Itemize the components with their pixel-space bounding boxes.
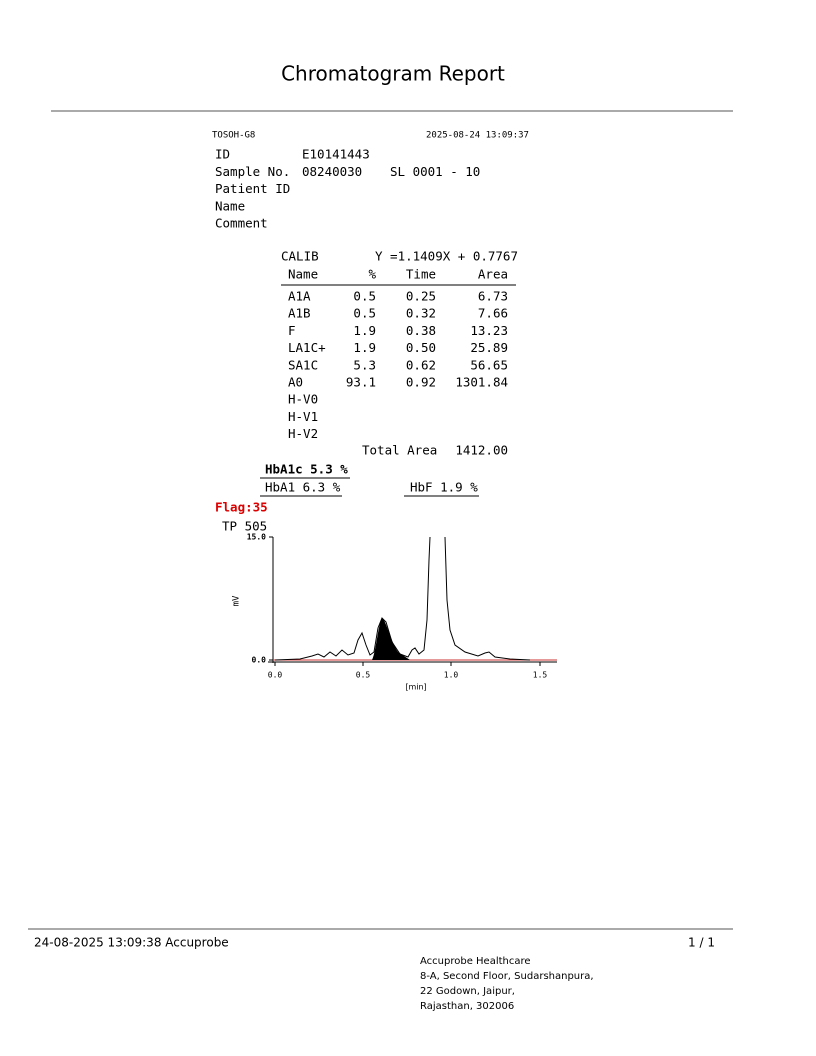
address-line: Rajasthan, 302006 xyxy=(420,1001,514,1012)
cell: 0.62 xyxy=(406,357,436,372)
address-line: Accuprobe Healthcare xyxy=(420,956,531,967)
address-line: 8-A, Second Floor, Sudarshanpura, xyxy=(420,971,594,982)
y-tick-label: 0.0 xyxy=(252,656,267,665)
total-area: 1412.00 xyxy=(455,443,508,458)
cell: 1301.84 xyxy=(455,375,508,390)
calib-label: CALIB xyxy=(281,249,319,264)
x-label: [min] xyxy=(405,683,426,692)
column-header: Name xyxy=(288,267,318,282)
chromatogram: mV [min] xyxy=(232,536,557,692)
cell: 13.23 xyxy=(470,323,508,338)
cell: F xyxy=(288,323,296,338)
cell: 25.89 xyxy=(470,340,508,355)
y-tick-label: 15.0 xyxy=(247,533,266,542)
cell: 56.65 xyxy=(470,357,508,372)
page-number: 1 / 1 xyxy=(688,936,715,950)
x-tick-label: 1.0 xyxy=(444,671,459,680)
trace xyxy=(274,536,531,661)
cell: A0 xyxy=(288,375,303,390)
cell: 0.38 xyxy=(406,323,436,338)
field-label: ID xyxy=(215,147,230,162)
cell: SA1C xyxy=(288,357,318,372)
column-header: Time xyxy=(406,267,436,282)
address-line: 22 Godown, Jaipur, xyxy=(420,986,515,997)
cell: 7.66 xyxy=(478,306,508,321)
cell: A1A xyxy=(288,289,311,304)
cell: 0.50 xyxy=(406,340,436,355)
cell: 93.1 xyxy=(346,375,376,390)
total-area-label: Total Area xyxy=(362,443,437,458)
cell: 1.9 xyxy=(353,323,376,338)
cell: 0.25 xyxy=(406,289,436,304)
y-label: mV xyxy=(232,595,242,606)
column-header: % xyxy=(368,267,376,282)
hbf: HbF 1.9 % xyxy=(410,480,478,495)
x-tick-label: 0.5 xyxy=(356,671,371,680)
cell: 0.32 xyxy=(406,306,436,321)
field-label: Name xyxy=(215,198,245,213)
field-label: Sample No. xyxy=(215,164,290,179)
field-value: SL 0001 - 10 xyxy=(390,164,480,179)
cell: H-V2 xyxy=(288,426,318,441)
cell: A1B xyxy=(288,306,311,321)
tp: TP 505 xyxy=(222,519,267,534)
x-tick-label: 0.0 xyxy=(268,671,283,680)
cell: H-V1 xyxy=(288,409,318,424)
calib-equation: Y =1.1409X + 0.7767 xyxy=(375,249,518,264)
field-value: E10141443 xyxy=(302,147,370,162)
cell: 0.5 xyxy=(353,306,376,321)
printed: 24-08-2025 13:09:38 Accuprobe xyxy=(34,936,229,950)
column-header: Area xyxy=(478,267,508,282)
field-label: Patient ID xyxy=(215,181,290,196)
cell: LA1C+ xyxy=(288,340,326,355)
cell: 0.5 xyxy=(353,289,376,304)
field-label: Comment xyxy=(215,216,268,231)
cell: 0.92 xyxy=(406,375,436,390)
x-tick-label: 1.5 xyxy=(533,671,548,680)
cell: H-V0 xyxy=(288,392,318,407)
instrument: TOSOH-G8 xyxy=(212,131,255,141)
datetime: 2025-08-24 13:09:37 xyxy=(426,131,529,141)
cell: 1.9 xyxy=(353,340,376,355)
cell: 6.73 xyxy=(478,289,508,304)
title: Chromatogram Report xyxy=(281,62,505,86)
hba1c: HbA1c 5.3 % xyxy=(265,462,348,477)
cell: 5.3 xyxy=(353,357,376,372)
flag: Flag:35 xyxy=(215,500,268,515)
hba1: HbA1 6.3 % xyxy=(265,480,341,495)
field-value: 08240030 xyxy=(302,164,362,179)
